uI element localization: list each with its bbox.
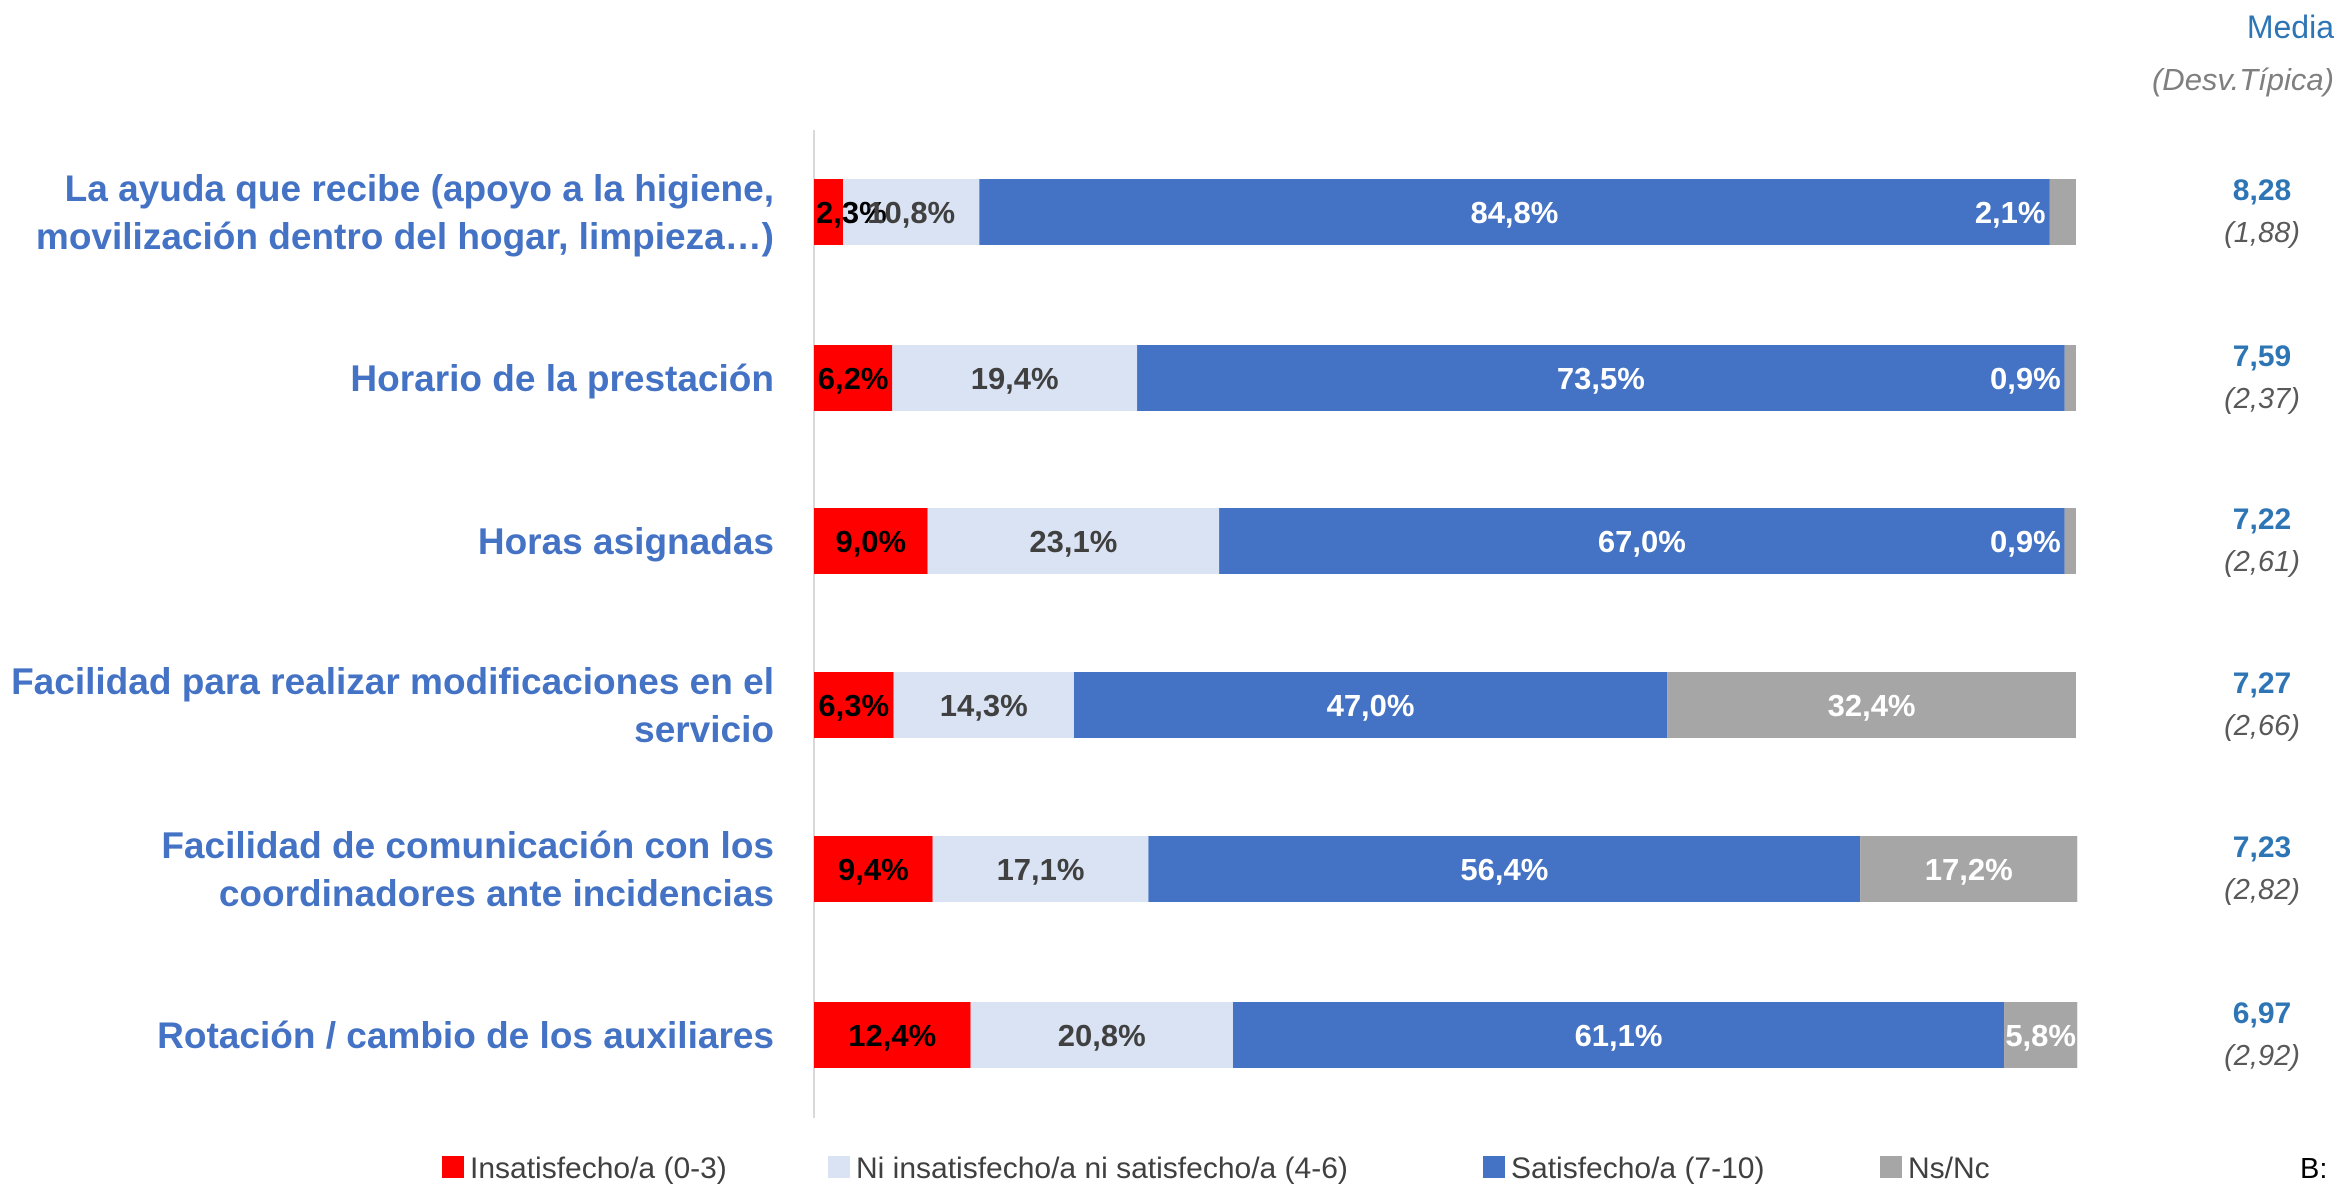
bar-segment — [814, 508, 928, 574]
bar-segment — [814, 1002, 971, 1068]
bar-segment — [2064, 345, 2076, 411]
category-label: coordinadores ante incidencias — [219, 873, 774, 914]
bar-segment — [814, 836, 933, 902]
chart-row: Facilidad de comunicación con los coordin… — [161, 825, 2300, 914]
data-label: 9,4% — [838, 852, 909, 887]
category-label: Horas asignadas — [478, 521, 774, 562]
legend-label: Insatisfecho/a (0-3) — [470, 1152, 727, 1185]
data-label: 9,0% — [835, 524, 906, 559]
data-label: 0,9% — [1990, 361, 2061, 396]
desv-tipica-header: (Desv.Típica) — [2152, 62, 2334, 97]
data-label: 84,8% — [1470, 195, 1558, 230]
data-label: 73,5% — [1557, 361, 1645, 396]
bar-segment — [814, 672, 894, 738]
data-label: 14,3% — [940, 688, 1028, 723]
category-label: movilización dentro del hogar, limpieza…… — [36, 216, 774, 257]
chart-row: Horas asignadas 9,0% 23,1% 67,0% 0,9% 7,22 (2,… — [478, 503, 2300, 578]
bar-segment — [979, 179, 2050, 245]
data-label: 2,3% — [816, 195, 887, 230]
chart-row: Horario de la prestación 6,2% 19,4% 73,5% 0,… — [350, 340, 2299, 415]
category-label: Rotación / cambio de los auxiliares — [157, 1015, 774, 1056]
mean-value: 7,23 — [2233, 831, 2291, 864]
category-label: servicio — [634, 709, 774, 750]
data-label: 20,8% — [1058, 1018, 1146, 1053]
bar-segment — [893, 672, 1074, 738]
data-label: 5,8% — [2005, 1018, 2076, 1053]
chart-rows: La ayuda que recibe (apoyo a la higiene,… — [11, 168, 2300, 1072]
data-label: 19,4% — [971, 361, 1059, 396]
legend: Insatisfecho/a (0-3) Ni insatisfecho/a ni… — [442, 1152, 1990, 1185]
bar-segment — [1073, 672, 1668, 738]
mean-value: 7,27 — [2233, 667, 2291, 700]
bar-segment — [1148, 836, 1861, 902]
bar-segment — [2064, 508, 2076, 574]
mean-value: 7,22 — [2233, 503, 2291, 536]
std-dev-value: (2,82) — [2224, 874, 2300, 906]
data-label: 17,1% — [997, 852, 1085, 887]
bar-segment — [1667, 672, 2076, 738]
mean-value: 8,28 — [2233, 174, 2291, 207]
bar-segment — [970, 1002, 1233, 1068]
bar-segment — [1219, 508, 2065, 574]
bar-segment — [1860, 836, 2078, 902]
data-label: 32,4% — [1828, 688, 1916, 723]
data-label: 10,8% — [867, 195, 955, 230]
bar-segment — [892, 345, 1138, 411]
data-label: 17,2% — [1925, 852, 2013, 887]
data-label: 47,0% — [1327, 688, 1415, 723]
category-label: Facilidad de comunicación con los — [161, 825, 774, 866]
data-label: 0,9% — [1990, 524, 2061, 559]
chart-row: Facilidad para realizar modificaciones e… — [11, 661, 2300, 750]
base-label: B: 809 — [2300, 1153, 2334, 1185]
category-label: La ayuda que recibe (apoyo a la higiene, — [65, 168, 774, 209]
data-label: 6,3% — [818, 688, 889, 723]
legend-swatch — [1483, 1156, 1505, 1178]
legend-label: Satisfecho/a (7-10) — [1511, 1152, 1764, 1185]
std-dev-value: (2,37) — [2224, 383, 2300, 415]
data-label: 12,4% — [848, 1018, 936, 1053]
bar-segment — [1137, 345, 2065, 411]
legend-swatch — [828, 1156, 850, 1178]
bar-segment — [2004, 1002, 2078, 1068]
legend-swatch — [442, 1156, 464, 1178]
data-label: 23,1% — [1029, 524, 1117, 559]
data-label: 56,4% — [1460, 852, 1548, 887]
data-label: 61,1% — [1575, 1018, 1663, 1053]
data-label: 67,0% — [1598, 524, 1686, 559]
bar-segment — [843, 179, 980, 245]
bar-segment — [1232, 1002, 2005, 1068]
data-label: 2,1% — [1975, 195, 2046, 230]
bar-segment — [932, 836, 1149, 902]
chart-row: Rotación / cambio de los auxiliares 12,4%… — [157, 997, 2300, 1072]
std-dev-value: (2,66) — [2224, 710, 2300, 742]
bar-segment — [2049, 179, 2076, 245]
category-label: Horario de la prestación — [350, 358, 774, 399]
mean-value: 6,97 — [2233, 997, 2291, 1030]
mean-value: 7,59 — [2233, 340, 2291, 373]
data-label: 6,2% — [818, 361, 889, 396]
bar-segment — [814, 179, 844, 245]
chart-row: La ayuda que recibe (apoyo a la higiene,… — [36, 168, 2300, 257]
std-dev-value: (1,88) — [2224, 217, 2300, 249]
bar-segment — [814, 345, 893, 411]
std-dev-value: (2,61) — [2224, 546, 2300, 578]
legend-label: Ni insatisfecho/a ni satisfecho/a (4-6) — [856, 1152, 1348, 1185]
category-label: Facilidad para realizar modificaciones e… — [11, 661, 774, 702]
std-dev-value: (2,92) — [2224, 1040, 2300, 1072]
bar-segment — [927, 508, 1220, 574]
media-header: Media — [2247, 9, 2334, 45]
legend-label: Ns/Nc — [1908, 1152, 1990, 1185]
legend-swatch — [1880, 1156, 1902, 1178]
